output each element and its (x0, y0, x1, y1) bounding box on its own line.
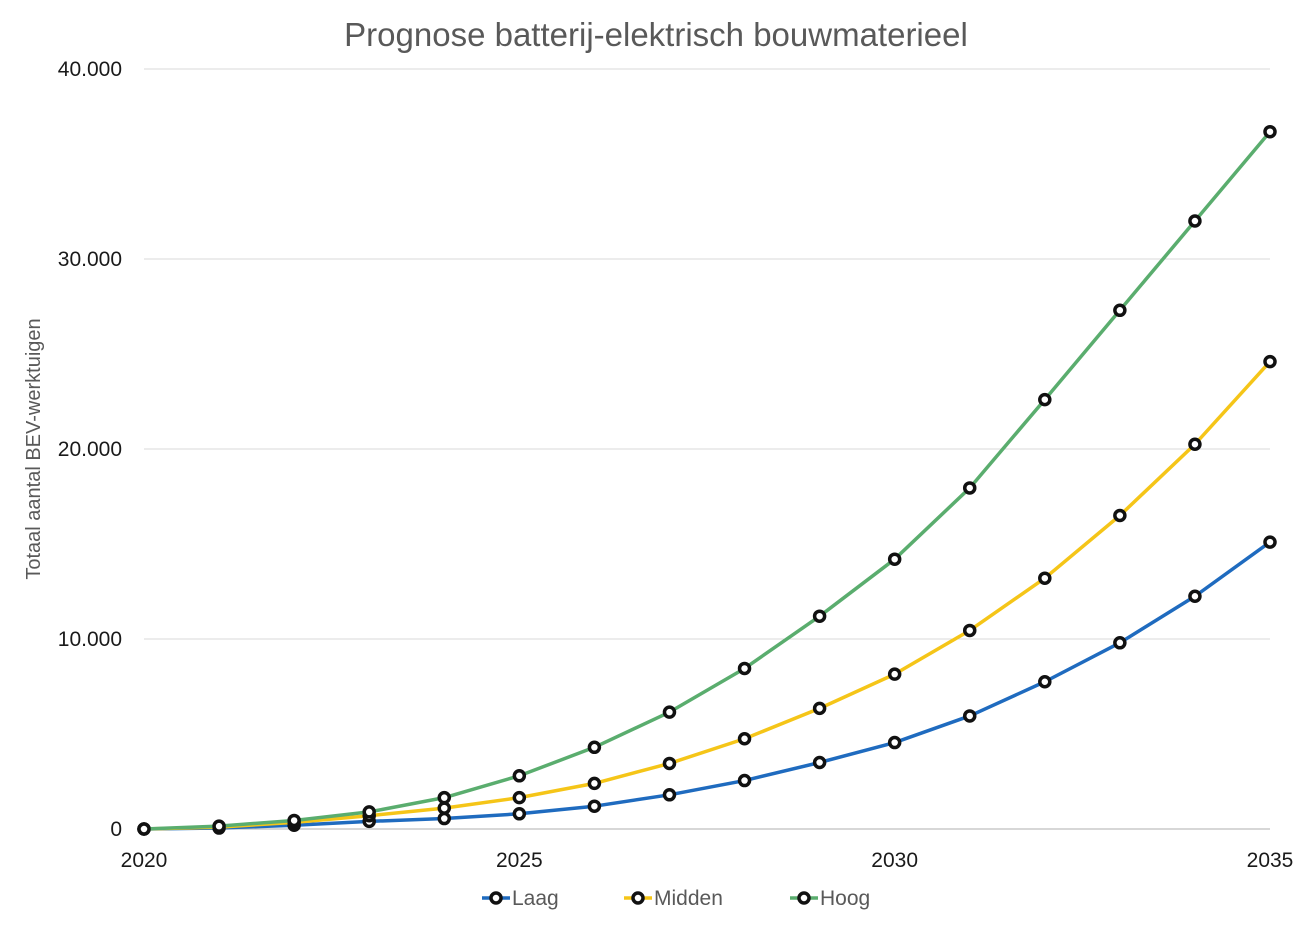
data-point-laag (662, 788, 677, 802)
legend-label: Laag (512, 887, 559, 910)
data-point-midden (1188, 437, 1202, 451)
data-point-laag (1188, 589, 1202, 603)
gridlines (144, 68, 1270, 830)
data-point-hoog (137, 822, 151, 836)
data-point-midden (887, 667, 902, 681)
y-tick-label: 30.000 (58, 248, 122, 271)
series-midden (137, 354, 1277, 836)
y-tick-label: 10.000 (58, 628, 122, 651)
data-point-midden (1038, 571, 1052, 585)
legend-swatch-marker (797, 891, 811, 905)
data-point-laag (587, 799, 602, 813)
data-point-hoog (1113, 303, 1127, 318)
data-point-midden (962, 623, 977, 638)
series-group (137, 124, 1277, 836)
data-point-midden (512, 790, 527, 805)
legend: Laag Midden Hoog (482, 887, 870, 910)
legend-label: Midden (654, 887, 723, 910)
x-tick-label: 2020 (121, 849, 168, 872)
x-tick-label: 2030 (871, 849, 918, 872)
x-tick-label: 2025 (496, 849, 543, 872)
data-point-hoog (1038, 392, 1052, 407)
data-point-hoog (1188, 214, 1202, 228)
data-point-laag (437, 811, 452, 826)
data-point-hoog (287, 813, 301, 828)
data-point-laag (1263, 535, 1277, 549)
data-point-laag (812, 755, 827, 770)
x-tick-label: 2035 (1247, 849, 1294, 872)
legend-item-hoog: Hoog (790, 887, 870, 910)
data-point-hoog (662, 705, 677, 719)
y-tick-label: 40.000 (58, 58, 122, 81)
data-point-hoog (812, 609, 827, 623)
data-point-hoog (362, 805, 376, 819)
data-point-hoog (512, 769, 527, 783)
series-hoog (137, 124, 1277, 836)
y-axis-label: Totaal aantal BEV-werktuigen (23, 318, 45, 579)
data-point-midden (1113, 508, 1127, 523)
data-point-laag (962, 709, 977, 723)
data-point-hoog (887, 552, 902, 566)
data-point-hoog (212, 819, 226, 833)
y-tick-label: 0 (110, 818, 122, 841)
legend-swatch-marker (489, 891, 503, 905)
data-point-laag (512, 807, 527, 821)
data-point-hoog (1263, 124, 1277, 139)
data-point-laag (1038, 675, 1052, 689)
legend-item-midden: Midden (624, 887, 723, 910)
data-point-laag (1113, 636, 1127, 650)
data-point-hoog (437, 790, 452, 805)
data-point-midden (1263, 354, 1277, 369)
chart-title: Prognose batterij-elektrisch bouwmaterie… (344, 16, 968, 53)
y-tick-label: 20.000 (58, 438, 122, 461)
legend-swatch-marker (631, 891, 645, 905)
data-point-midden (737, 732, 752, 746)
series-line-hoog (142, 129, 1272, 831)
data-point-midden (437, 801, 452, 815)
data-point-laag (737, 773, 752, 788)
data-point-midden (662, 756, 677, 771)
y-axis-ticks: 0 10.000 20.000 30.000 40.000 (58, 58, 122, 841)
series-laag (137, 535, 1277, 836)
x-axis-ticks: 2020 2025 2030 2035 (121, 849, 1294, 872)
series-line-midden (142, 359, 1272, 831)
legend-item-laag: Laag (482, 887, 559, 910)
legend-label: Hoog (820, 887, 870, 910)
data-point-hoog (737, 661, 752, 676)
data-point-midden (812, 701, 827, 716)
data-point-hoog (587, 740, 602, 755)
series-line-laag (142, 540, 1272, 831)
data-point-midden (587, 776, 602, 791)
data-point-laag (887, 735, 902, 750)
data-point-hoog (962, 481, 977, 495)
